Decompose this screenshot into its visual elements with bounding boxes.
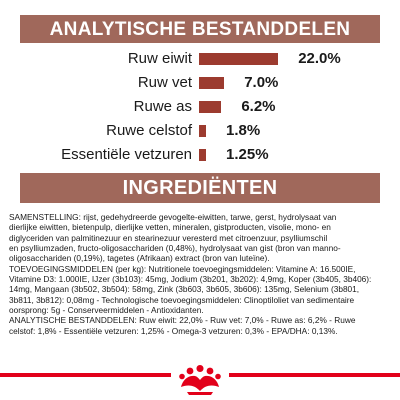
nutrient-row: Ruwe as 6.2% [0,96,400,118]
nutrient-row: Ruwe celstof 1.8% [0,120,400,142]
nutrient-value: 1.25% [226,146,269,163]
nutrient-row: Ruw vet 7.0% [0,72,400,94]
ingredients-line: ANALYTISCHE BESTANDDELEN: Ruw eiwit: 22,… [9,315,356,326]
analysis-paragraph: ANALYTISCHE BESTANDDELEN: Ruw eiwit: 22,… [9,315,393,336]
composition-paragraph: SAMENSTELLING: rijst, gedehydreerde gevo… [9,212,393,264]
nutrient-label: Essentiële vetzuren [61,146,192,163]
ingredients-line: en psylliumzaden, fructo-oligosaccharide… [9,243,341,254]
nutrient-bar [199,149,206,161]
nutrient-label: Ruw eiwit [127,50,192,67]
nutrient-value: 7.0% [244,74,279,91]
nutrient-bar [199,125,206,137]
ingredients-line: celstof: 1,8% - Essentiële vetzuren: 1,2… [9,325,338,336]
nutrient-row: Essentiële vetzuren 1.25% [0,144,400,166]
nutrient-label: Ruwe as [133,98,192,115]
ingredients-text: SAMENSTELLING: rijst, gedehydreerde gevo… [9,212,393,336]
nutrient-label: Ruwe celstof [106,122,192,139]
nutrient-bar [199,53,279,65]
ingredients-line: oorsprong: 5g - Conserveermiddelen - Ant… [9,305,204,316]
royal-canin-crown-logo-icon [171,363,229,397]
ingredients-line: SAMENSTELLING: rijst, gedehydreerde gevo… [9,212,337,222]
nutrient-row: Ruw eiwit 22.0% [0,48,400,70]
ingredients-line: Vitamine D3: 1.000IE, IJzer (3b103): 45m… [9,274,372,285]
additives-paragraph: TOEVOEGINGSMIDDELEN (per kg): Nutritione… [9,264,393,316]
ingredients-line: 14mg, Mangaan (3b502, 3b504): 58mg, Zink… [9,284,360,295]
ingredients-title: INGREDIËNTEN [20,173,380,203]
ingredients-line: 3b811, 3b812): 0,08mg - Technologische t… [9,294,355,305]
nutrient-bar-list: Ruw eiwit 22.0% Ruw vet 7.0% Ruwe as 6.2… [0,48,400,166]
nutrients-title: ANALYTISCHE BESTANDDELEN [20,15,380,43]
nutrient-bar [199,77,225,89]
ingredients-line: diglyceriden van palmitinezuur en steari… [9,232,328,243]
nutrient-value: 6.2% [241,98,276,115]
nutrient-value: 22.0% [298,50,341,67]
nutrient-label: Ruw vet [137,74,192,91]
nutrient-bar [199,101,222,113]
ingredients-line: TOEVOEGINGSMIDDELEN (per kg): Nutritione… [9,263,356,274]
ingredients-line: dierlijke eiwitten, bietenpulp, dierlijk… [9,222,331,233]
ingredients-line: oligosacchariden (0,19%), tagetes (Afrik… [9,253,270,264]
nutrient-value: 1.8% [226,122,261,139]
